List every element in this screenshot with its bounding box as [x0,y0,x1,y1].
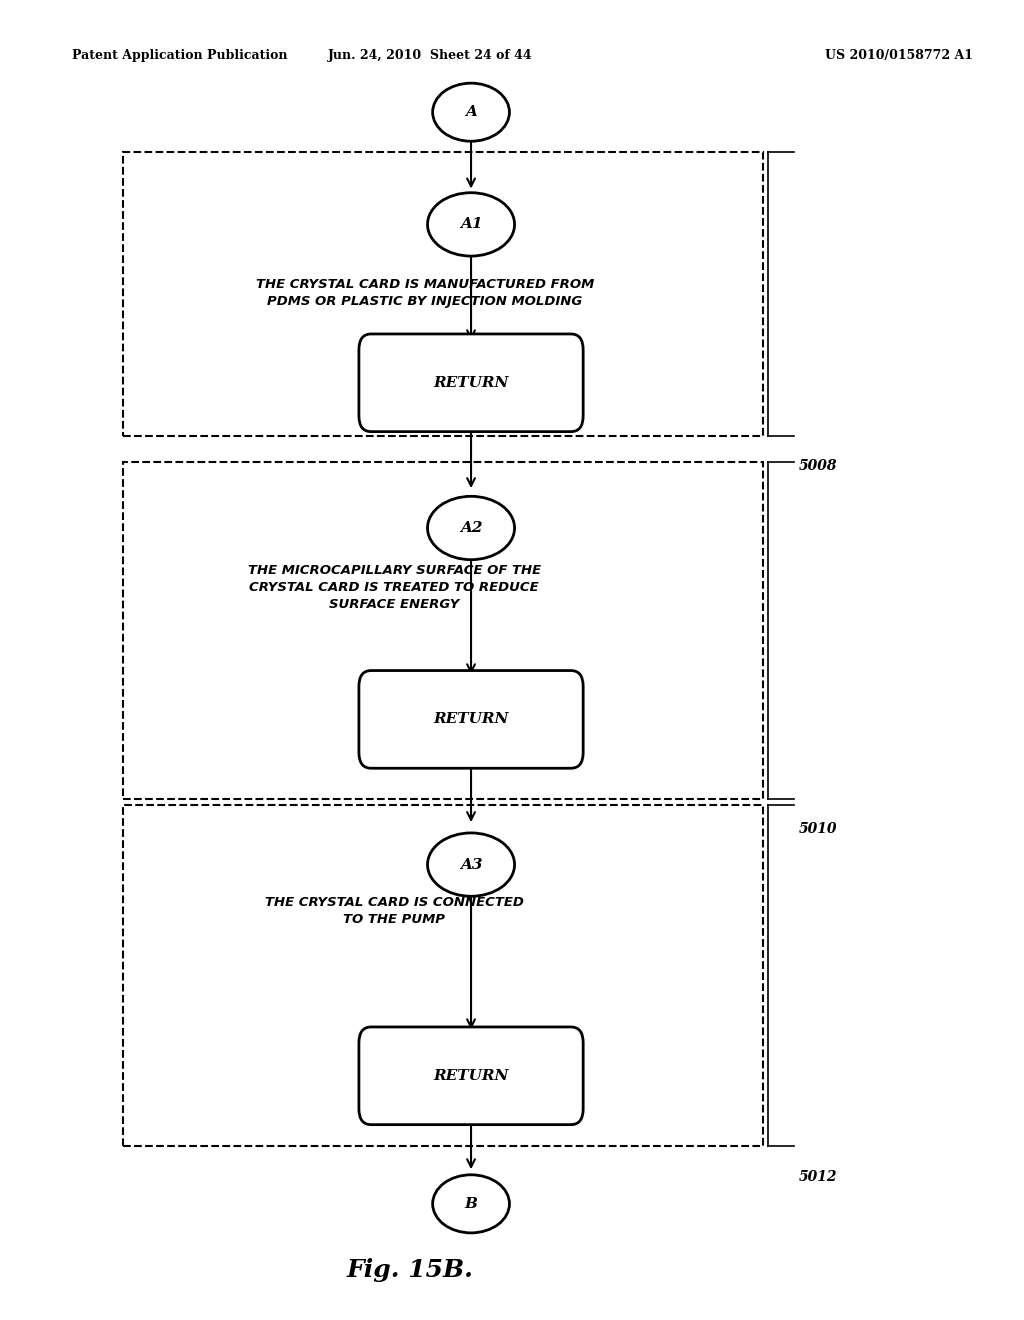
Text: US 2010/0158772 A1: US 2010/0158772 A1 [824,49,973,62]
Ellipse shape [433,83,510,141]
Text: RETURN: RETURN [433,1069,509,1082]
Text: RETURN: RETURN [433,713,509,726]
Text: 5012: 5012 [799,1170,838,1184]
Text: A1: A1 [460,218,482,231]
Ellipse shape [433,1175,510,1233]
FancyBboxPatch shape [359,334,584,432]
Ellipse shape [428,193,515,256]
Text: THE MICROCAPILLARY SURFACE OF THE
CRYSTAL CARD IS TREATED TO REDUCE
SURFACE ENER: THE MICROCAPILLARY SURFACE OF THE CRYSTA… [248,564,541,611]
Text: A: A [465,106,477,119]
Text: THE CRYSTAL CARD IS CONNECTED
TO THE PUMP: THE CRYSTAL CARD IS CONNECTED TO THE PUM… [265,896,523,925]
Text: THE CRYSTAL CARD IS MANUFACTURED FROM
PDMS OR PLASTIC BY INJECTION MOLDING: THE CRYSTAL CARD IS MANUFACTURED FROM PD… [256,279,594,308]
Text: Jun. 24, 2010  Sheet 24 of 44: Jun. 24, 2010 Sheet 24 of 44 [328,49,532,62]
FancyBboxPatch shape [359,671,584,768]
Ellipse shape [428,833,515,896]
Text: A3: A3 [460,858,482,871]
Ellipse shape [428,496,515,560]
Text: 5008: 5008 [799,459,838,474]
Text: B: B [465,1197,477,1210]
Text: Fig. 15B.: Fig. 15B. [346,1258,473,1282]
Text: Patent Application Publication: Patent Application Publication [72,49,287,62]
Text: 5010: 5010 [799,822,838,837]
Text: RETURN: RETURN [433,376,509,389]
Text: A2: A2 [460,521,482,535]
FancyBboxPatch shape [359,1027,584,1125]
